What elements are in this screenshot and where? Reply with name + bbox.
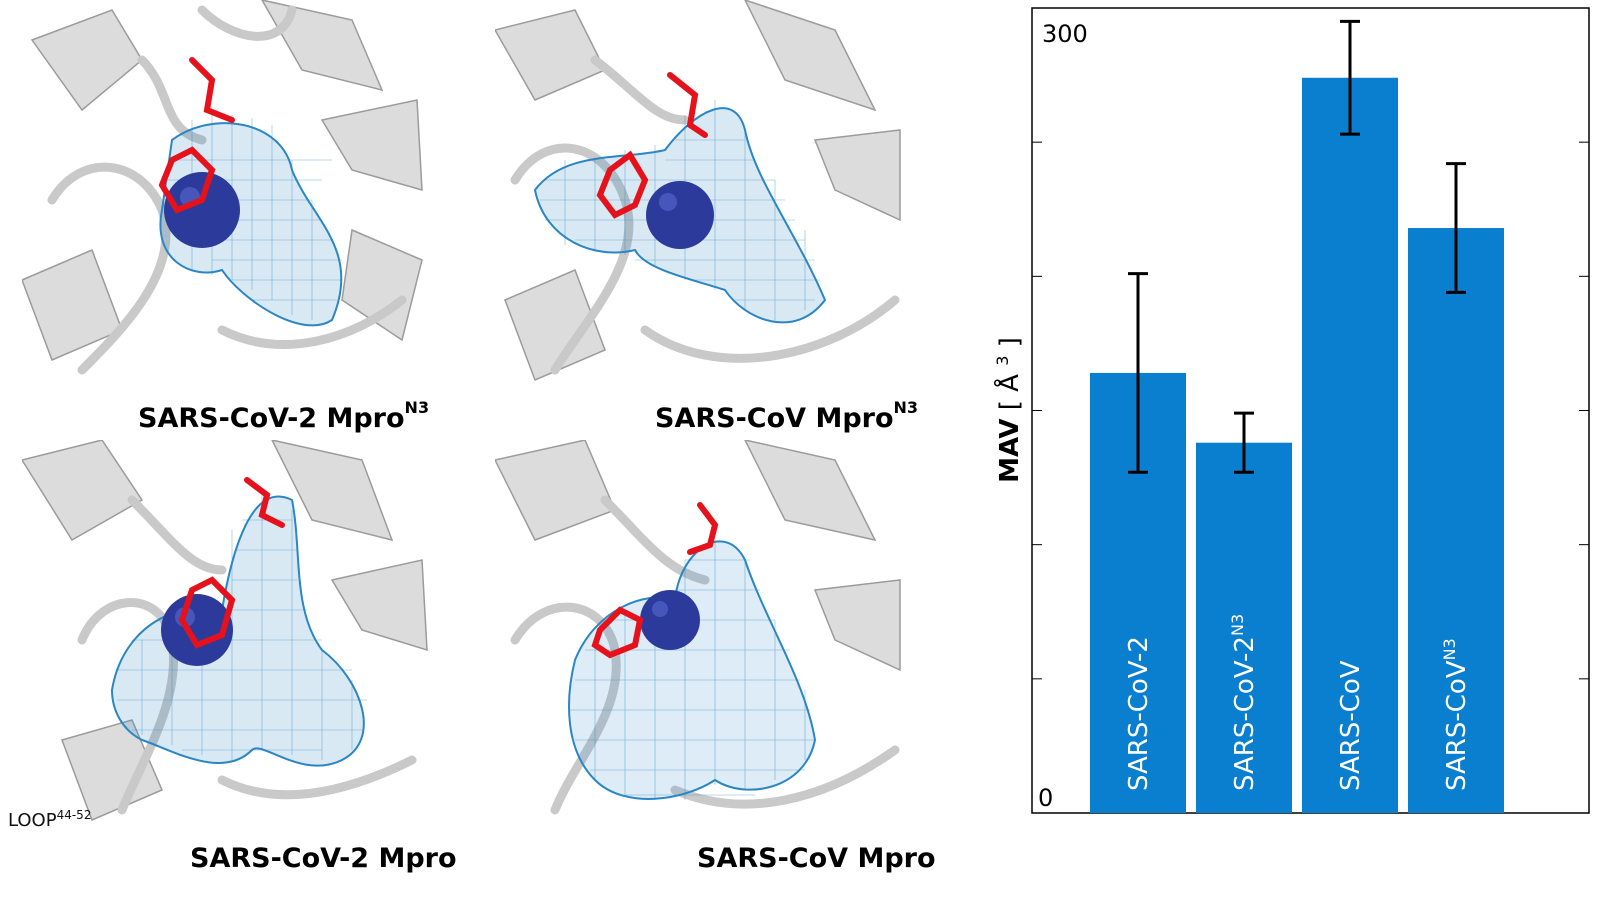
error-bars bbox=[1128, 19, 1466, 474]
category-label-text: SARS-CoV-2 bbox=[1124, 636, 1154, 791]
protein-structure-image bbox=[495, 0, 905, 390]
category-label-2: SARS-CoV bbox=[1336, 660, 1366, 791]
category-label-superscript: N3 bbox=[1228, 614, 1247, 636]
protein-structure-image bbox=[22, 0, 432, 390]
category-label-3: SARS-CoVN3 bbox=[1440, 638, 1472, 791]
bars bbox=[1090, 77, 1504, 814]
loop-label-superscript: 44-52 bbox=[56, 808, 92, 822]
protein-structure-image bbox=[495, 440, 905, 830]
loop-label: LOOP44-52 bbox=[8, 808, 91, 831]
bar-2 bbox=[1302, 77, 1398, 814]
y-axis-label-main: MAV bbox=[995, 419, 1025, 483]
bar-1 bbox=[1196, 442, 1292, 813]
panel-caption: SARS-CoV-2 Mpro bbox=[190, 842, 457, 874]
panel-caption: SARS-CoV-2 MproN3 bbox=[138, 398, 429, 434]
category-label-text: SARS-CoV bbox=[1442, 660, 1472, 791]
structure-panel-sars-cov-2-mpro-n3 bbox=[22, 0, 432, 390]
svg-text:MAV [ Å 3: MAV [ Å 3 ] bbox=[990, 337, 1025, 483]
category-label-superscript: N3 bbox=[1440, 638, 1459, 660]
category-label-1: SARS-CoV-2N3 bbox=[1228, 614, 1260, 791]
panel-title-superscript: N3 bbox=[404, 398, 430, 417]
panel-title: SARS-CoV-2 Mpro bbox=[190, 843, 457, 874]
structure-panel-sars-cov-2-mpro bbox=[22, 440, 432, 830]
category-label-text: SARS-CoV bbox=[1336, 660, 1366, 791]
panel-caption: SARS-CoV Mpro bbox=[697, 842, 936, 874]
panel-title: SARS-CoV Mpro bbox=[697, 843, 936, 874]
y-axis-label: MAV [ Å 3 ] bbox=[990, 337, 1025, 483]
minor-ticks bbox=[1032, 141, 1589, 680]
y-tick-label-0: 0 bbox=[1038, 784, 1053, 812]
y-axis-label-unit-sup: 3 bbox=[993, 356, 1012, 366]
protein-structure-image bbox=[22, 440, 432, 830]
structure-panel-sars-cov-mpro bbox=[495, 440, 905, 830]
y-axis-label-unit: Å bbox=[993, 374, 1025, 392]
panel-caption: SARS-CoV MproN3 bbox=[655, 398, 918, 434]
structure-panel-sars-cov-mpro-n3 bbox=[495, 0, 905, 390]
y-tick-label-300: 300 bbox=[1042, 20, 1088, 48]
bar-3 bbox=[1408, 228, 1504, 814]
y-axis-label-bracket-close: ] bbox=[995, 337, 1025, 347]
panel-title-superscript: N3 bbox=[893, 398, 919, 417]
panel-title: SARS-CoV-2 Mpro bbox=[138, 403, 405, 434]
category-label-text: SARS-CoV-2 bbox=[1230, 636, 1260, 791]
y-axis-label-bracket-open: [ bbox=[995, 400, 1025, 410]
loop-label-text: LOOP bbox=[8, 810, 57, 831]
panel-title: SARS-CoV Mpro bbox=[655, 403, 894, 434]
category-label-0: SARS-CoV-2 bbox=[1124, 636, 1154, 791]
